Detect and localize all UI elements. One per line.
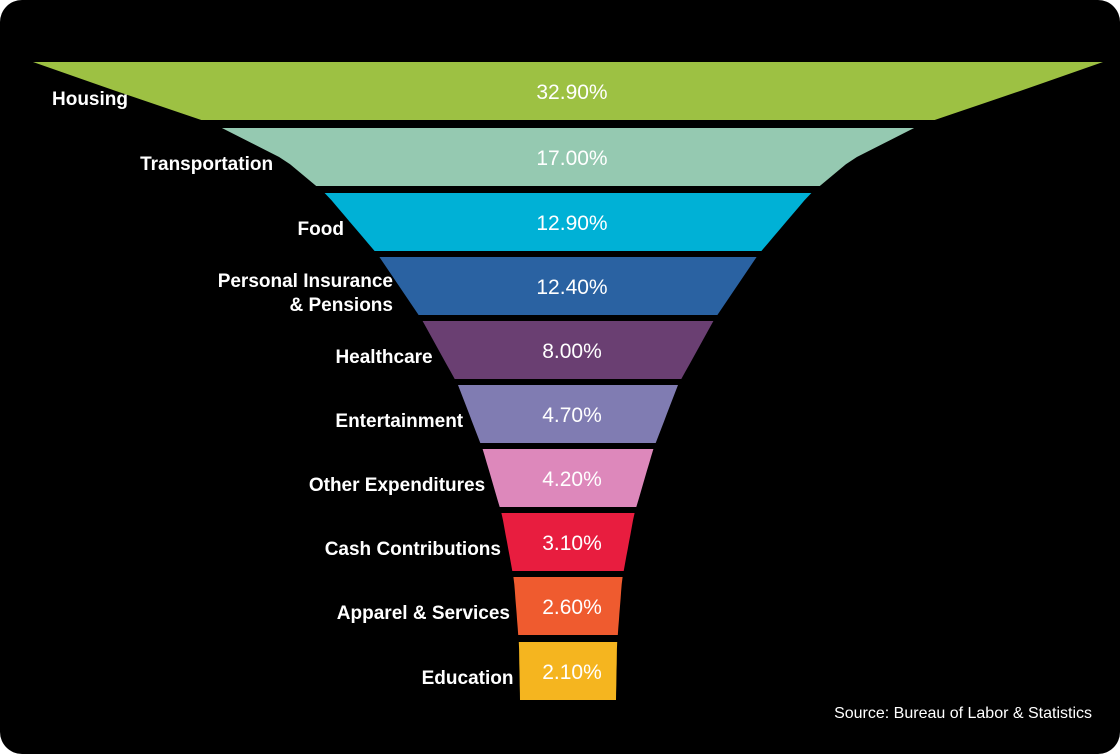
value-label: 3.10% bbox=[542, 532, 602, 555]
category-label: Cash Contributions bbox=[325, 539, 501, 560]
value-label: 4.20% bbox=[542, 468, 602, 491]
category-label: Education bbox=[422, 668, 514, 689]
category-label-line: Cash Contributions bbox=[325, 539, 501, 560]
category-label: Apparel & Services bbox=[337, 603, 510, 624]
source-note: Source: Bureau of Labor & Statistics bbox=[834, 705, 1092, 722]
funnel-segments bbox=[33, 62, 1103, 700]
category-label-line: Entertainment bbox=[335, 411, 463, 432]
value-labels: 32.90% 17.00% 12.90% 12.40% 8.00% 4.70% 4.20% 3… bbox=[536, 81, 607, 684]
funnel-segment bbox=[501, 513, 635, 571]
category-label: Food bbox=[298, 219, 344, 240]
category-label-line: Apparel & Services bbox=[337, 603, 510, 624]
category-label: Healthcare bbox=[335, 347, 432, 368]
category-labels: Housing Transportation Food Personal Insura… bbox=[52, 89, 513, 689]
category-label: Personal Insurance & Pensions bbox=[218, 271, 393, 316]
category-label: Transportation bbox=[140, 154, 273, 175]
funnel-segment bbox=[518, 642, 618, 700]
funnel-segment bbox=[513, 577, 623, 635]
category-label-line: Housing bbox=[52, 89, 128, 110]
funnel-segment bbox=[33, 62, 1103, 120]
category-label-line: Personal Insurance bbox=[218, 271, 393, 292]
category-label-line: Healthcare bbox=[335, 347, 432, 368]
category-label-line: Other Expenditures bbox=[309, 475, 485, 496]
category-label-line: Transportation bbox=[140, 154, 273, 175]
value-label: 17.00% bbox=[536, 147, 607, 170]
category-label-line: & Pensions bbox=[290, 295, 393, 316]
value-label: 4.70% bbox=[542, 404, 602, 427]
value-label: 8.00% bbox=[542, 340, 602, 363]
category-label: Other Expenditures bbox=[309, 475, 485, 496]
funnel-segment bbox=[482, 449, 654, 507]
funnel-segment bbox=[422, 321, 714, 379]
category-label-line: Food bbox=[298, 219, 344, 240]
category-label: Entertainment bbox=[335, 411, 463, 432]
funnel-segment bbox=[221, 128, 915, 186]
value-label: 2.10% bbox=[542, 661, 602, 684]
category-label: Housing bbox=[52, 89, 128, 110]
category-label-line: Education bbox=[422, 668, 514, 689]
funnel-segment bbox=[379, 257, 757, 315]
value-label: 32.90% bbox=[536, 81, 607, 104]
value-label: 12.90% bbox=[536, 212, 607, 235]
value-label: 12.40% bbox=[536, 276, 607, 299]
funnel-segment bbox=[458, 385, 678, 443]
funnel-segment bbox=[324, 193, 812, 251]
value-label: 2.60% bbox=[542, 596, 602, 619]
